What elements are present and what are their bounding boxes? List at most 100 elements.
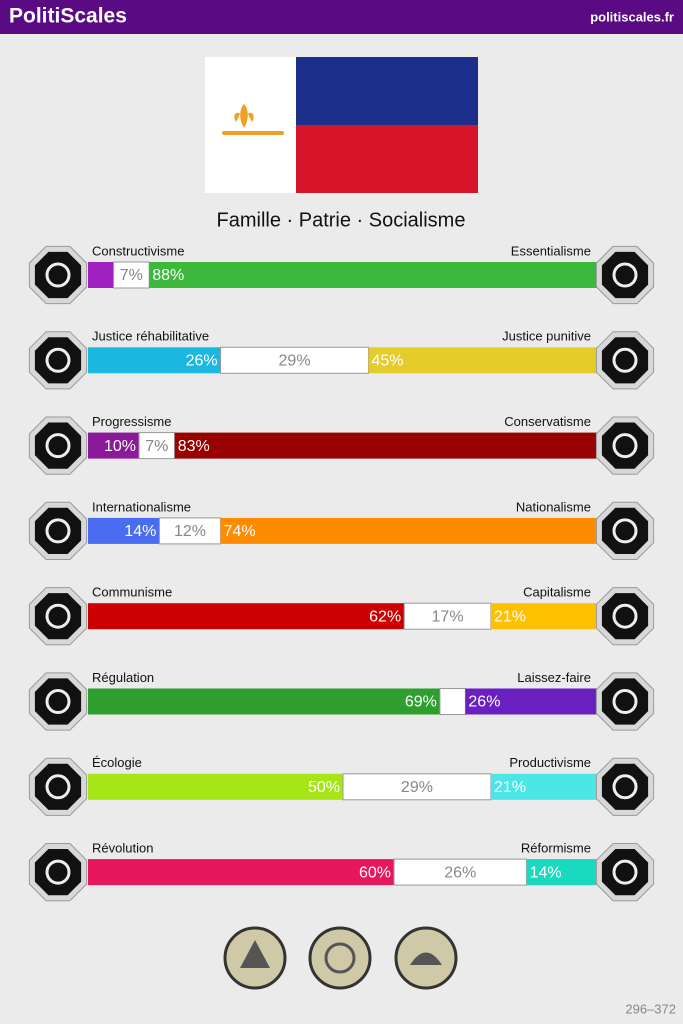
axis-icon-inner	[34, 422, 82, 469]
value-label: 83%	[178, 438, 210, 455]
axis-icon-inner	[601, 763, 649, 810]
axis-icon-inner	[601, 422, 649, 469]
value-label: 45%	[372, 353, 404, 370]
value-label: 62%	[369, 608, 401, 625]
left-axis-name: Constructivisme	[92, 243, 184, 258]
axis-icon-glyph	[612, 689, 638, 714]
bar-segment	[220, 517, 598, 544]
axis-icon-glyph	[45, 262, 71, 288]
bar-segment	[465, 688, 598, 715]
axis-icon-inner	[601, 593, 649, 640]
value-label: 14%	[530, 864, 562, 881]
axis-icon-glyph	[612, 603, 638, 629]
axis-icon-inner	[34, 337, 82, 384]
value-label: 50%	[308, 779, 340, 796]
left-axis-name: Justice réhabilitative	[92, 329, 209, 344]
axis-icon-inner	[34, 593, 82, 640]
axis-icon-inner	[34, 251, 82, 299]
bar-segment	[88, 603, 405, 630]
bar-segment	[174, 432, 598, 459]
right-axis-name: Réformisme	[521, 841, 591, 856]
axis-icon-inner	[601, 678, 649, 725]
value-label: 26%	[444, 864, 476, 881]
value-label: 17%	[432, 608, 464, 625]
bar-segment	[490, 773, 598, 800]
right-axis-name: Nationalisme	[516, 499, 591, 514]
bar-segment	[393, 858, 528, 886]
value-label: 88%	[152, 267, 184, 284]
axis-icon-glyph	[45, 859, 71, 885]
value-label: 29%	[401, 779, 433, 796]
value-label: 14%	[124, 523, 156, 540]
axis-icon-inner	[34, 678, 82, 725]
value-label: 10%	[104, 438, 136, 455]
bar-segment	[88, 432, 139, 459]
axis-icon-glyph	[612, 347, 638, 373]
badge-row	[223, 926, 458, 990]
slogan: Famille · Patrie · Socialisme	[217, 209, 466, 231]
axis-icon-inner	[601, 337, 649, 384]
axis-icon-glyph	[45, 689, 71, 714]
header-site[interactable]: politiscales.fr	[590, 9, 674, 24]
axis-icon-glyph	[612, 774, 638, 800]
axis-icon-inner	[34, 763, 82, 810]
bar-segment	[220, 346, 369, 374]
left-axis-name: Régulation	[92, 670, 154, 685]
bar-segment	[158, 517, 222, 545]
axis-icon-glyph	[45, 518, 71, 544]
right-axis-name: Productivisme	[509, 755, 591, 770]
axis-icon-glyph	[612, 518, 638, 544]
axis-icon-glyph	[45, 347, 71, 373]
right-axis-name: Capitalisme	[523, 585, 591, 600]
value-label: 74%	[224, 523, 256, 540]
axis-icon-glyph	[612, 859, 638, 885]
bar-segment	[138, 432, 176, 460]
axis-icon-inner	[601, 849, 649, 896]
bar-segment	[149, 262, 598, 288]
axis-icon-glyph	[45, 774, 71, 800]
bar-segment	[113, 261, 150, 289]
axis-icon-glyph	[45, 433, 71, 459]
bar-segment	[88, 347, 221, 374]
bar-segment	[490, 603, 598, 630]
value-label: 29%	[279, 353, 311, 370]
value-label: 69%	[405, 694, 437, 711]
left-axis-name: Internationalisme	[92, 499, 191, 514]
value-label: 60%	[359, 864, 391, 881]
left-axis-name: Communisme	[92, 585, 172, 600]
value-label: 12%	[174, 523, 206, 540]
footer-range: 296–372	[625, 1001, 676, 1016]
bar-segment	[88, 517, 160, 544]
axis-icon-inner	[601, 507, 649, 554]
value-label: 7%	[145, 438, 168, 455]
axis-icon-glyph	[612, 433, 638, 459]
value-label: 21%	[494, 779, 526, 796]
right-axis-name: Conservatisme	[504, 414, 591, 429]
bar-segment	[88, 773, 343, 800]
axis-icon-glyph	[612, 262, 638, 288]
value-label: 26%	[468, 694, 500, 711]
right-axis-name: Laissez-faire	[517, 670, 591, 685]
bar-segment	[342, 773, 492, 801]
bar-segment	[439, 688, 466, 715]
axis-icon-inner	[601, 251, 649, 299]
value-label: 21%	[494, 608, 526, 625]
header-title[interactable]: PolitiScales	[9, 5, 127, 28]
bar-segment	[88, 688, 440, 715]
bar-segment	[88, 262, 114, 288]
bar-segment	[526, 859, 598, 886]
axis-icon-inner	[34, 507, 82, 554]
left-axis-name: Écologie	[92, 755, 142, 770]
left-axis-name: Révolution	[92, 841, 153, 856]
right-axis-name: Justice punitive	[502, 329, 591, 344]
axis-icon-inner	[34, 849, 82, 896]
left-axis-name: Progressisme	[92, 414, 171, 429]
value-label: 7%	[120, 267, 143, 284]
axis-icon-glyph	[45, 603, 71, 629]
value-label: 26%	[186, 353, 218, 370]
bar-segment	[368, 347, 598, 374]
right-axis-name: Essentialisme	[511, 243, 591, 258]
bar-segment	[88, 859, 394, 886]
flag	[205, 57, 478, 193]
